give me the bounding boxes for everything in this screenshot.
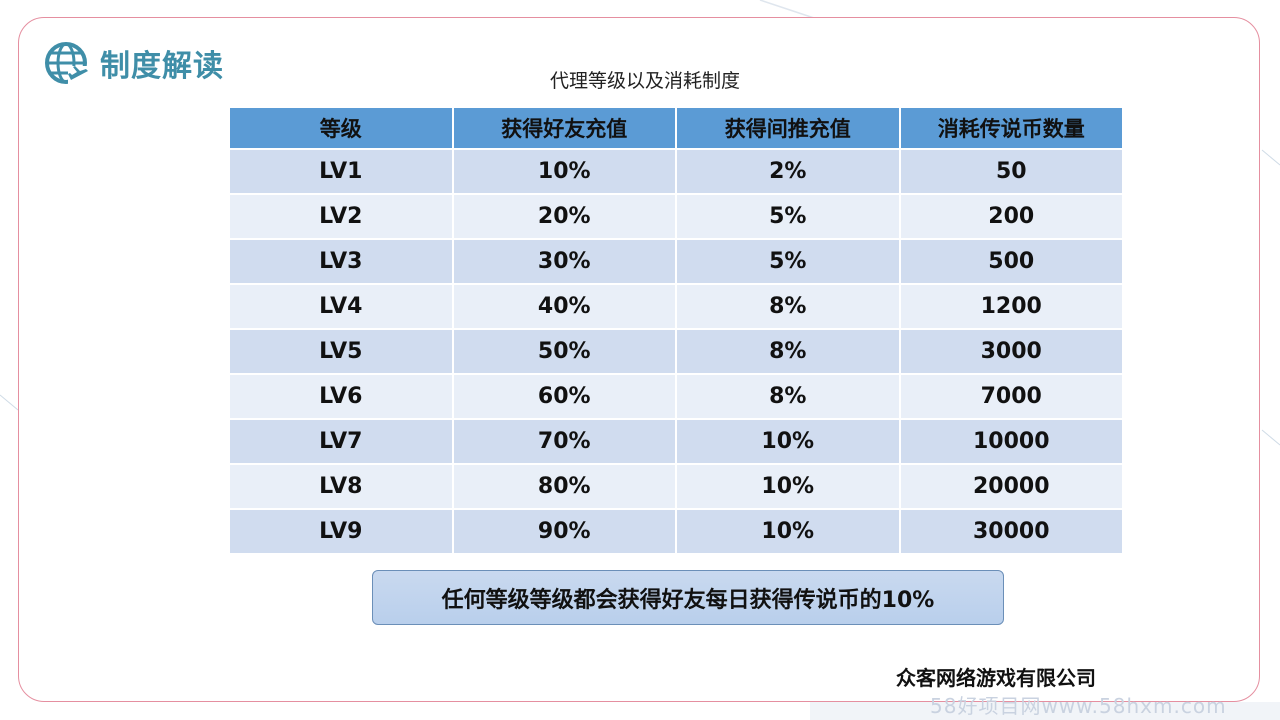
- level-cell: LV5: [228, 328, 454, 375]
- indirect-recharge-cell: 10%: [675, 418, 901, 465]
- coin-consumption-cell: 50: [898, 148, 1124, 195]
- level-cell: LV8: [228, 463, 454, 510]
- table-row: LV4 40% 8% 1200: [228, 283, 1124, 330]
- coin-consumption-cell: 20000: [898, 463, 1124, 510]
- coin-consumption-cell: 30000: [898, 508, 1124, 555]
- table-row: LV5 50% 8% 3000: [228, 328, 1124, 375]
- note-box: 任何等级等级都会获得好友每日获得传说币的10%: [372, 570, 1004, 625]
- company-name: 众客网络游戏有限公司: [896, 666, 1096, 690]
- friend-recharge-cell: 90%: [451, 508, 677, 555]
- table-row: LV9 90% 10% 30000: [228, 508, 1124, 555]
- table-row: LV7 70% 10% 10000: [228, 418, 1124, 465]
- indirect-recharge-cell: 10%: [675, 463, 901, 510]
- friend-recharge-cell: 30%: [451, 238, 677, 285]
- table-row: LV2 20% 5% 200: [228, 193, 1124, 240]
- table-caption-text: 代理等级以及消耗制度: [549, 70, 740, 92]
- indirect-recharge-cell: 2%: [675, 148, 901, 195]
- friend-recharge-cell: 50%: [451, 328, 677, 375]
- level-cell: LV3: [228, 238, 454, 285]
- level-cell: LV9: [228, 508, 454, 555]
- friend-recharge-cell: 20%: [451, 193, 677, 240]
- note-text: 任何等级等级都会获得好友每日获得传说币的10%: [441, 587, 935, 613]
- table-header-row: 等级 获得好友充值 获得间推充值 消耗传说币数量: [228, 106, 1124, 150]
- indirect-recharge-cell: 8%: [675, 283, 901, 330]
- table-row: LV3 30% 5% 500: [228, 238, 1124, 285]
- indirect-recharge-cell: 8%: [675, 373, 901, 420]
- header-level: 等级: [228, 106, 454, 150]
- section-title: 制度解读: [100, 49, 224, 84]
- header-indirect-recharge: 获得间推充值: [675, 106, 901, 150]
- friend-recharge-cell: 60%: [451, 373, 677, 420]
- coin-consumption-cell: 1200: [898, 283, 1124, 330]
- indirect-recharge-cell: 5%: [675, 193, 901, 240]
- coin-consumption-cell: 10000: [898, 418, 1124, 465]
- friend-recharge-cell: 80%: [451, 463, 677, 510]
- coin-consumption-cell: 7000: [898, 373, 1124, 420]
- friend-recharge-cell: 70%: [451, 418, 677, 465]
- indirect-recharge-cell: 5%: [675, 238, 901, 285]
- table-caption: 代理等级以及消耗制度: [0, 66, 1280, 93]
- header-coin-consumption: 消耗传说币数量: [898, 106, 1124, 150]
- header-friend-recharge: 获得好友充值: [451, 106, 677, 150]
- level-cell: LV1: [228, 148, 454, 195]
- globe-plane-icon: [45, 42, 90, 86]
- table-row: LV8 80% 10% 20000: [228, 463, 1124, 510]
- level-table: 等级 获得好友充值 获得间推充值 消耗传说币数量 LV1 10% 2% 50 L…: [228, 106, 1124, 555]
- friend-recharge-cell: 10%: [451, 148, 677, 195]
- coin-consumption-cell: 3000: [898, 328, 1124, 375]
- watermark: 58好项目网www.58hxm.com: [930, 694, 1227, 718]
- table-row: LV6 60% 8% 7000: [228, 373, 1124, 420]
- table-row: LV1 10% 2% 50: [228, 148, 1124, 195]
- coin-consumption-cell: 200: [898, 193, 1124, 240]
- indirect-recharge-cell: 8%: [675, 328, 901, 375]
- level-cell: LV7: [228, 418, 454, 465]
- friend-recharge-cell: 40%: [451, 283, 677, 330]
- level-cell: LV4: [228, 283, 454, 330]
- coin-consumption-cell: 500: [898, 238, 1124, 285]
- level-cell: LV6: [228, 373, 454, 420]
- level-cell: LV2: [228, 193, 454, 240]
- indirect-recharge-cell: 10%: [675, 508, 901, 555]
- section-header: 制度解读: [42, 38, 224, 88]
